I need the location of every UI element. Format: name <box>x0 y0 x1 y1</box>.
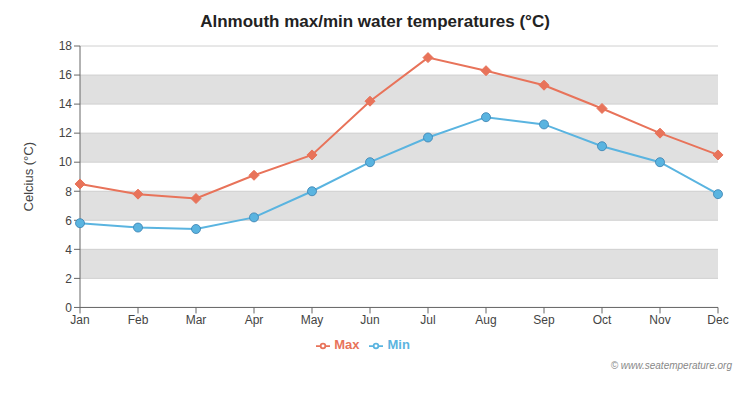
svg-text:18: 18 <box>59 39 73 53</box>
html-text:Min: Min <box>387 337 410 353</box>
svg-text:14: 14 <box>59 97 73 111</box>
html-text:© www.seatemperature.org: © www.seatemperature.org <box>610 360 732 371</box>
svg-text:12: 12 <box>59 126 73 140</box>
svg-text:Mar: Mar <box>186 313 207 327</box>
svg-text:Jul: Jul <box>420 313 435 327</box>
html-text:Alnmouth max/min water tempera: Alnmouth max/min water temperatures (°C) <box>200 12 550 31</box>
svg-text:Celcius (°C): Celcius (°C) <box>21 142 36 211</box>
svg-text:Jan: Jan <box>70 313 89 327</box>
svg-text:0: 0 <box>65 301 72 315</box>
svg-text:Feb: Feb <box>128 313 149 327</box>
svg-text:Nov: Nov <box>649 313 670 327</box>
svg-text:2: 2 <box>65 272 72 286</box>
svg-text:Apr: Apr <box>245 313 264 327</box>
svg-text:Dec: Dec <box>707 313 728 327</box>
svg-text:Sep: Sep <box>533 313 555 327</box>
svg-text:May: May <box>301 313 324 327</box>
svg-text:Aug: Aug <box>475 313 496 327</box>
svg-text:16: 16 <box>59 68 73 82</box>
svg-text:Oct: Oct <box>593 313 612 327</box>
svg-text:Jun: Jun <box>360 313 379 327</box>
html-text:Max: Max <box>334 337 360 353</box>
svg-text:8: 8 <box>65 185 72 199</box>
svg-text:4: 4 <box>65 243 72 257</box>
svg-text:10: 10 <box>59 155 73 169</box>
svg-text:6: 6 <box>65 214 72 228</box>
